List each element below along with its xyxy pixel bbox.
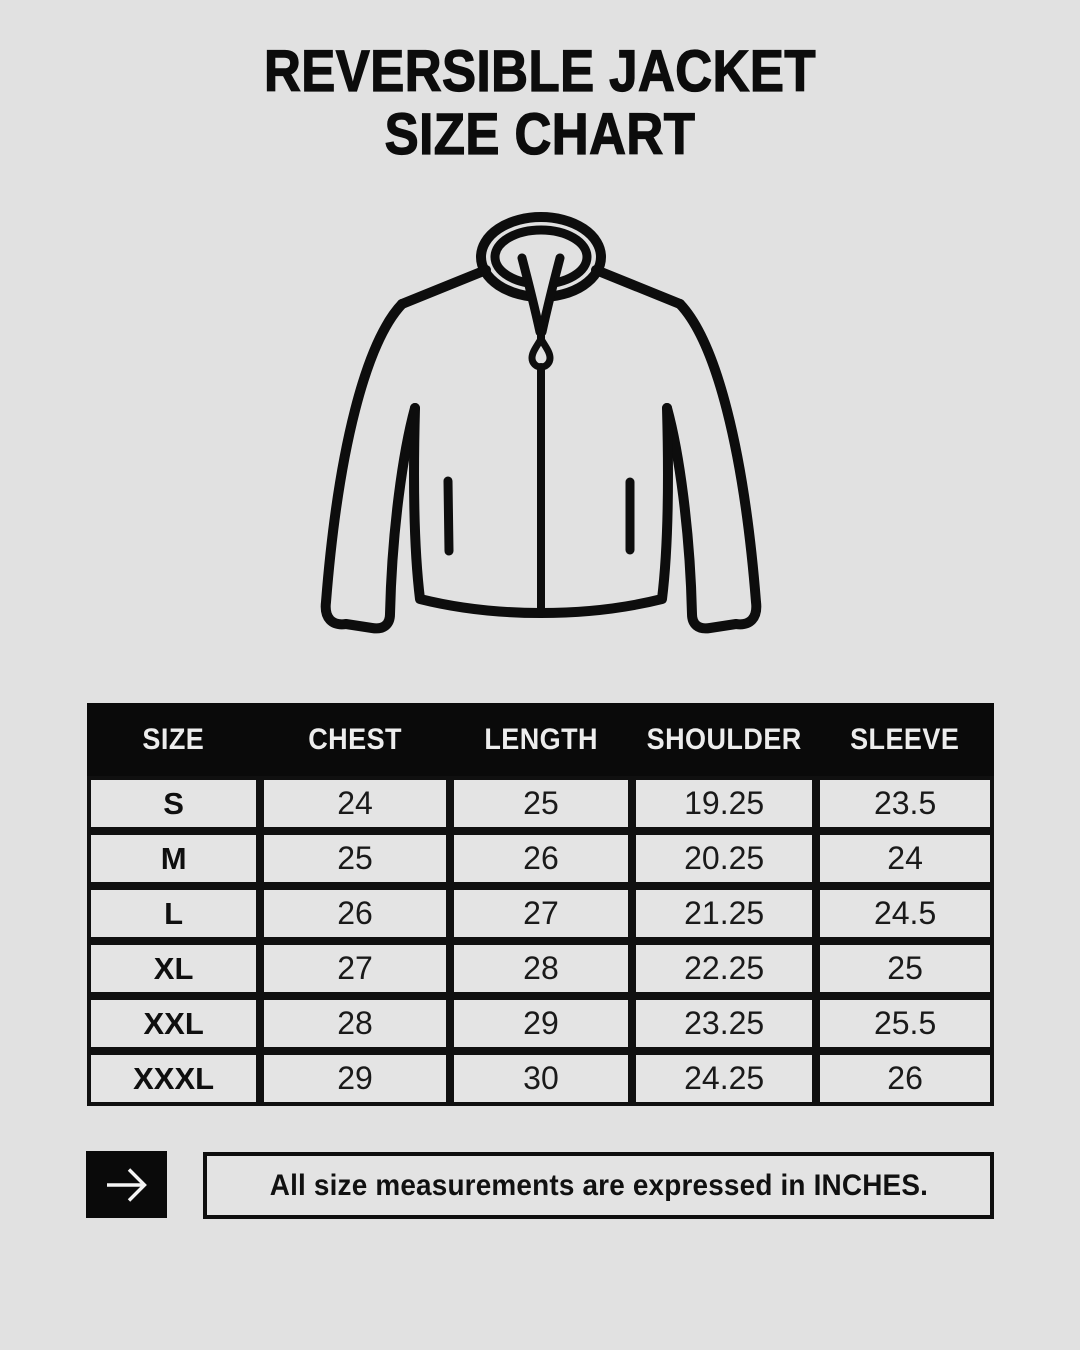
table-cell: 25 [816, 941, 994, 996]
table-cell: 27 [260, 941, 450, 996]
column-header-chest: CHEST [260, 703, 450, 776]
size-label: XXL [87, 996, 261, 1051]
right-sleeve [662, 299, 762, 634]
title-line-2: SIZE CHART [384, 102, 696, 167]
table-cell: 20.25 [632, 831, 817, 886]
jacket-illustration [310, 200, 770, 650]
table-cell: 28 [260, 996, 450, 1051]
size-row-xl: XL 27 28 22.25 25 [87, 941, 994, 996]
table-cell: 23.25 [632, 996, 817, 1051]
table-cell: 26 [449, 831, 633, 886]
table-cell: 24 [816, 831, 994, 886]
size-row-s: S 24 25 19.25 23.5 [87, 776, 994, 831]
table-cell: 26 [260, 886, 450, 941]
column-header-sleeve: SLEEVE [816, 703, 994, 776]
right-arrow-icon [106, 1167, 147, 1202]
jacket-line-icon [320, 212, 762, 634]
size-row-xxl: XXL 28 29 23.25 25.5 [87, 996, 994, 1051]
units-note-text: All size measurements are expressed in I… [269, 1168, 928, 1202]
table-cell: 24.5 [816, 886, 994, 941]
left-sleeve [320, 299, 420, 634]
placket-right [537, 253, 565, 337]
size-label: XL [87, 941, 261, 996]
table-cell: 24 [260, 776, 450, 831]
table-header-row: SIZE CHEST LENGTH SHOULDER SLEEVE [87, 703, 994, 776]
table-cell: 24.25 [632, 1051, 817, 1106]
column-header-shoulder: SHOULDER [632, 703, 817, 776]
table-cell: 27 [449, 886, 633, 941]
units-note-box: All size measurements are expressed in I… [203, 1152, 994, 1219]
size-row-l: L 26 27 21.25 24.5 [87, 886, 994, 941]
jacket-body [409, 403, 673, 618]
table-cell: 23.5 [816, 776, 994, 831]
table-cell: 28 [449, 941, 633, 996]
size-label: S [87, 776, 261, 831]
table-cell: 25 [449, 776, 633, 831]
table-cell: 29 [260, 1051, 450, 1106]
size-label: XXXL [87, 1051, 261, 1106]
table-cell: 19.25 [632, 776, 817, 831]
size-label: L [87, 886, 261, 941]
table-cell: 25 [260, 831, 450, 886]
page-title: REVERSIBLE JACKET SIZE CHART [0, 39, 1080, 167]
size-row-m: M 25 26 20.25 24 [87, 831, 994, 886]
size-row-xxxl: XXXL 29 30 24.25 26 [87, 1051, 994, 1106]
table-cell: 22.25 [632, 941, 817, 996]
column-header-size: SIZE [87, 703, 261, 776]
left-pocket-slit [443, 476, 454, 556]
size-table: SIZE CHEST LENGTH SHOULDER SLEEVE S 24 2… [87, 703, 994, 1106]
title-line-1: REVERSIBLE JACKET [263, 39, 817, 104]
table-cell: 29 [449, 996, 633, 1051]
table-cell: 25.5 [816, 996, 994, 1051]
arrow-icon-box [86, 1151, 167, 1218]
size-label: M [87, 831, 261, 886]
column-header-length: LENGTH [449, 703, 633, 776]
zipper-pull [528, 335, 554, 371]
table-cell: 21.25 [632, 886, 817, 941]
table-cell: 26 [816, 1051, 994, 1106]
placket-left [517, 253, 545, 337]
table-cell: 30 [449, 1051, 633, 1106]
